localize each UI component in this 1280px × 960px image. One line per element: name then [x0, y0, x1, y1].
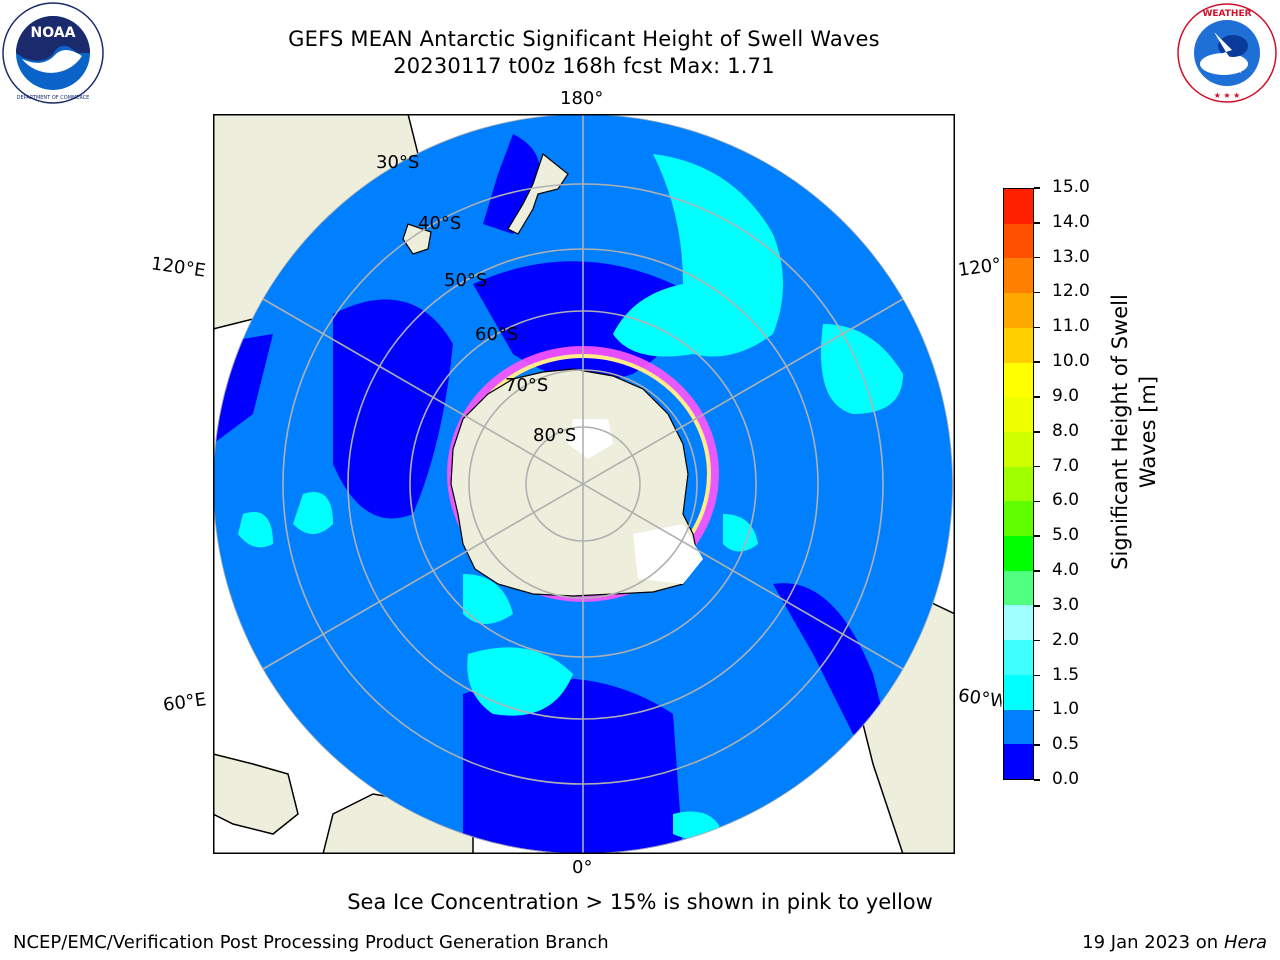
lat-label-40s: 40°S [418, 213, 462, 234]
colorbar-tick-label: 11.0 [1052, 316, 1090, 337]
nws-logo: WEATHER ★ ★ ★ [1176, 2, 1278, 104]
svg-text:DEPARTMENT OF COMMERCE: DEPARTMENT OF COMMERCE [17, 95, 90, 101]
lon-label-0: 0° [572, 857, 593, 878]
svg-text:★ ★ ★: ★ ★ ★ [1214, 91, 1241, 100]
svg-text:WEATHER: WEATHER [1202, 9, 1251, 19]
colorbar-tick-label: 1.0 [1052, 699, 1080, 720]
lat-label-60s: 60°S [475, 324, 519, 345]
colorbar-segment [1004, 466, 1033, 502]
colorbar-tick-label: 5.0 [1052, 525, 1080, 546]
colorbar-segment [1004, 258, 1033, 294]
colorbar-tick-mark [1034, 709, 1040, 712]
colorbar-tick-label: 10.0 [1052, 351, 1090, 372]
colorbar-tick-label: 0.5 [1052, 734, 1080, 755]
noaa-logo: NOAA DEPARTMENT OF COMMERCE [2, 2, 104, 104]
svg-text:NOAA: NOAA [31, 25, 76, 41]
colorbar-tick-label: 9.0 [1052, 385, 1080, 406]
colorbar-segment [1004, 640, 1033, 675]
colorbar-tick-label: 14.0 [1052, 211, 1090, 232]
colorbar-tick-mark [1034, 744, 1040, 746]
colorbar-segment [1004, 293, 1033, 328]
landmass-madagascar [213, 753, 299, 835]
colorbar [1003, 188, 1034, 780]
colorbar-tick-mark [1034, 361, 1040, 363]
colorbar-tick-label: 7.0 [1052, 455, 1080, 476]
lat-label-50s: 50°S [444, 270, 488, 291]
polar-map [213, 114, 955, 854]
colorbar-segment [1004, 744, 1033, 779]
colorbar-segment [1004, 674, 1033, 710]
colorbar-tick-mark [1034, 779, 1040, 781]
chart-subtitle: 20230117 t00z 168h fcst Max: 1.71 [393, 54, 775, 78]
footer-timestamp: 19 Jan 2023 on Hera [1082, 932, 1267, 953]
colorbar-tick-mark [1034, 605, 1040, 607]
colorbar-tick-mark [1034, 222, 1040, 224]
colorbar-tick-label: 1.5 [1052, 664, 1080, 685]
chart-title: GEFS MEAN Antarctic Significant Height o… [288, 27, 880, 51]
colorbar-tick-mark [1034, 396, 1040, 398]
colorbar-tick-label: 8.0 [1052, 420, 1080, 441]
colorbar-tick-mark [1034, 326, 1040, 329]
colorbar-tick-mark [1034, 639, 1040, 642]
footer-host: Hera [1223, 932, 1267, 953]
colorbar-label: Significant Height of Swell Waves [m] [1108, 294, 1160, 570]
lat-label-30s: 30°S [376, 152, 420, 173]
colorbar-tick-mark [1034, 291, 1040, 294]
colorbar-segment [1004, 327, 1033, 363]
footer-credit: NCEP/EMC/Verification Post Processing Pr… [13, 932, 609, 953]
sea-ice-note: Sea Ice Concentration > 15% is shown in … [347, 890, 933, 914]
footer-date: 19 Jan 2023 on [1082, 932, 1224, 953]
colorbar-ticks: 0.0 0.5 1.0 1.5 2.0 3.0 4.0 5.0 6.0 7.0 8.0 9.0 10.0… [1034, 177, 1094, 789]
colorbar-segment [1004, 570, 1033, 606]
lon-label-60e: 60°E [161, 689, 208, 716]
colorbar-tick-mark [1034, 256, 1040, 259]
colorbar-tick-label: 2.0 [1052, 629, 1080, 650]
colorbar-tick-mark [1034, 535, 1040, 537]
colorbar-segment [1004, 362, 1033, 398]
colorbar-tick-mark [1034, 465, 1040, 468]
landmass-tasmania [402, 223, 432, 255]
colorbar-segment [1004, 605, 1033, 641]
colorbar-tick-mark [1034, 500, 1040, 503]
lon-label-180: 180° [560, 88, 604, 109]
colorbar-tick-mark [1034, 570, 1040, 572]
weddell-ice-shelf [633, 524, 703, 584]
colorbar-segment [1004, 397, 1033, 432]
colorbar-tick-label: 13.0 [1052, 246, 1090, 267]
lon-label-60w: 60°W [956, 685, 1004, 712]
colorbar-tick-label: 3.0 [1052, 594, 1080, 615]
colorbar-segment [1004, 709, 1033, 745]
colorbar-tick-label: 0.0 [1052, 769, 1080, 789]
lat-label-80s: 80°S [533, 425, 577, 446]
colorbar-segment [1004, 536, 1033, 571]
colorbar-tick-label: 4.0 [1052, 560, 1080, 581]
colorbar-segment [1004, 189, 1033, 224]
lon-label-120e: 120°E [149, 253, 207, 282]
lat-label-70s: 70°S [505, 375, 549, 396]
colorbar-segment [1004, 431, 1033, 467]
lon-label-120w: 120°W [956, 254, 1004, 281]
colorbar-tick-mark [1034, 431, 1040, 433]
colorbar-tick-label: 6.0 [1052, 490, 1080, 511]
colorbar-segment [1004, 223, 1033, 259]
colorbar-tick-mark [1034, 674, 1040, 677]
colorbar-tick-label: 15.0 [1052, 177, 1090, 197]
ross-ice-shelf [568, 419, 613, 459]
colorbar-tick-mark [1034, 187, 1040, 189]
colorbar-segment [1004, 501, 1033, 537]
landmass-new-zealand [507, 152, 569, 235]
colorbar-tick-label: 12.0 [1052, 281, 1090, 302]
